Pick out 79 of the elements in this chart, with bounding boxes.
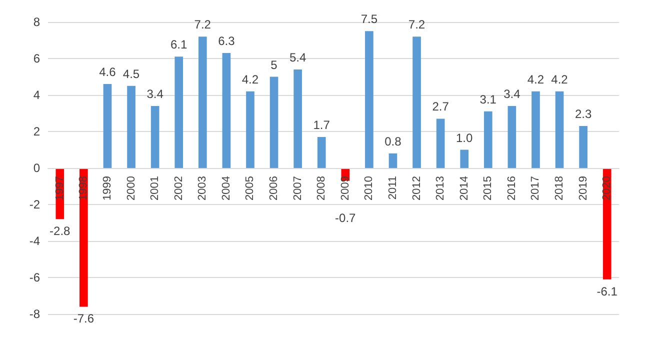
data-label: -2.8 bbox=[50, 224, 71, 238]
bar bbox=[127, 86, 136, 168]
x-tick-label: 2018 bbox=[554, 176, 566, 200]
bar bbox=[222, 53, 231, 168]
x-tick-label: 1999 bbox=[101, 176, 114, 200]
x-tick-label: 2009 bbox=[339, 176, 352, 200]
data-label: -7.6 bbox=[73, 312, 94, 326]
x-tick-label: 2012 bbox=[410, 176, 423, 200]
x-tick-label: 2007 bbox=[292, 176, 304, 200]
bar bbox=[270, 76, 278, 168]
bar bbox=[508, 106, 516, 168]
y-tick-label: -8 bbox=[29, 307, 40, 321]
bar bbox=[602, 168, 612, 280]
data-label: 0.8 bbox=[384, 134, 402, 148]
data-label: 1.7 bbox=[313, 118, 330, 132]
y-tick-label: 8 bbox=[33, 15, 40, 29]
y-tick-label: 6 bbox=[33, 52, 40, 66]
x-tick-label: 2011 bbox=[386, 176, 399, 200]
bar bbox=[246, 91, 254, 168]
bar bbox=[317, 136, 326, 168]
data-label: 1.0 bbox=[456, 130, 474, 145]
bar bbox=[198, 36, 207, 168]
bar bbox=[460, 150, 469, 168]
bar bbox=[484, 111, 492, 168]
bar bbox=[365, 31, 374, 168]
data-label: 3.4 bbox=[504, 86, 521, 101]
x-tick-label: 2013 bbox=[434, 176, 447, 200]
y-tick-label: 4 bbox=[33, 88, 40, 102]
x-tick-label: 2008 bbox=[316, 176, 328, 200]
data-label: 7.2 bbox=[194, 18, 212, 32]
data-label: 7.2 bbox=[408, 18, 426, 32]
data-label: 4.6 bbox=[99, 65, 116, 80]
bar bbox=[150, 106, 160, 168]
data-label: 5.4 bbox=[289, 50, 306, 64]
x-tick-label: 1998 bbox=[78, 176, 90, 200]
x-tick-label: 2016 bbox=[506, 176, 518, 200]
data-label: 5 bbox=[270, 58, 278, 72]
x-tick-label: 1997 bbox=[54, 176, 66, 200]
x-tick-label: 2004 bbox=[220, 176, 232, 200]
bar bbox=[294, 69, 302, 168]
bar bbox=[174, 56, 184, 168]
x-tick-label: 2015 bbox=[482, 176, 494, 200]
bar bbox=[579, 126, 588, 168]
data-label: -0.7 bbox=[335, 211, 356, 225]
data-label: 4.2 bbox=[527, 72, 544, 86]
x-tick-label: 2003 bbox=[196, 176, 209, 200]
data-label: 6.1 bbox=[170, 38, 188, 52]
data-label: 2.7 bbox=[432, 100, 450, 114]
bar bbox=[555, 91, 564, 168]
bar bbox=[532, 91, 540, 168]
x-tick-label: 2017 bbox=[530, 176, 542, 200]
x-tick-label: 2001 bbox=[149, 176, 162, 200]
y-tick-label: 0 bbox=[33, 161, 40, 175]
data-label: 2.3 bbox=[574, 107, 592, 122]
x-tick-label: 2006 bbox=[268, 176, 280, 200]
y-tick-label: -2 bbox=[29, 198, 40, 212]
data-label: 3.1 bbox=[480, 92, 497, 106]
y-tick-label: -4 bbox=[29, 234, 40, 248]
y-tick-label: -6 bbox=[29, 270, 40, 284]
bar bbox=[412, 36, 421, 168]
data-label: 7.5 bbox=[360, 12, 378, 26]
bar bbox=[388, 153, 398, 168]
data-label: 4.5 bbox=[122, 66, 140, 81]
x-tick-label: 2005 bbox=[244, 176, 256, 200]
data-label: -6.1 bbox=[596, 284, 618, 298]
bar bbox=[103, 84, 112, 168]
x-tick-label: 2010 bbox=[363, 176, 376, 200]
x-tick-label: 2019 bbox=[577, 176, 590, 200]
x-tick-label: 2020 bbox=[601, 176, 614, 200]
x-tick-label: 2014 bbox=[458, 176, 470, 200]
bar bbox=[80, 168, 88, 307]
x-tick-label: 2000 bbox=[125, 176, 138, 200]
data-label: 3.4 bbox=[146, 86, 164, 101]
x-tick-label: 2002 bbox=[172, 176, 185, 200]
data-label: 4.2 bbox=[551, 72, 568, 86]
bar bbox=[436, 118, 445, 168]
y-tick-label: 2 bbox=[33, 124, 40, 138]
data-label: 4.2 bbox=[242, 72, 259, 86]
data-label: 6.3 bbox=[218, 34, 236, 48]
